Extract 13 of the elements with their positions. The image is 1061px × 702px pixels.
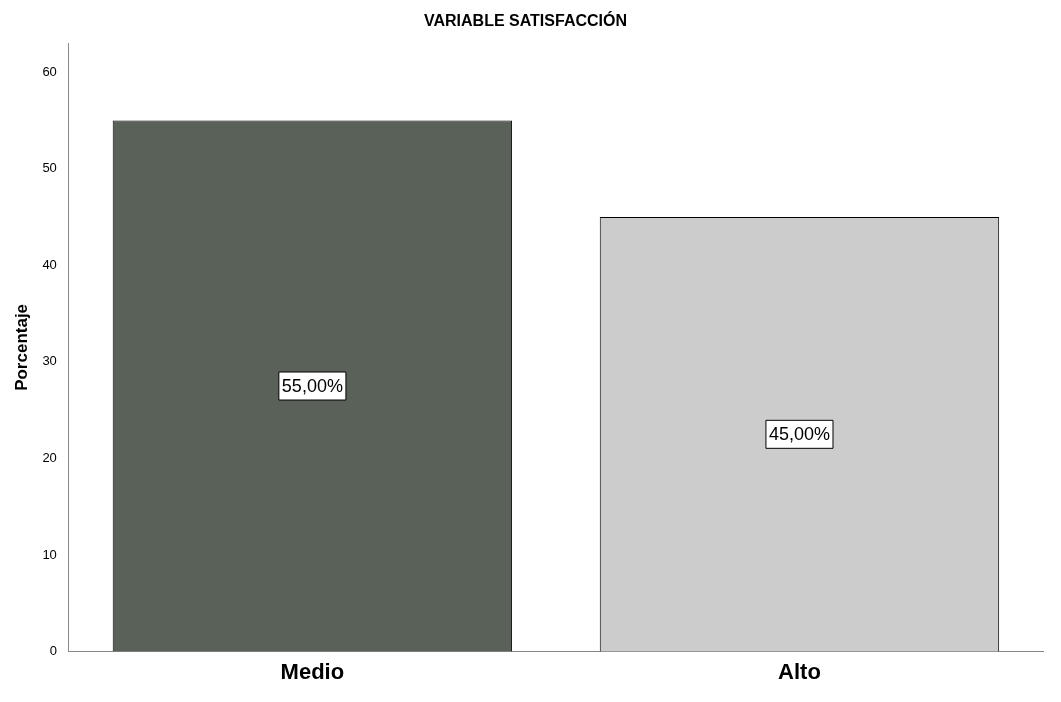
y-tick-label: 60 [42,63,57,79]
y-tick-label: 40 [42,256,57,272]
y-tick-label: 0 [49,643,57,659]
y-axis-title: Porcentaje [11,303,31,391]
data-label: 55,00% [281,376,343,396]
y-tick-label: 10 [42,546,57,562]
chart-title: VARIABLE SATISFACCIÓN [424,11,627,30]
y-tick-label: 20 [42,450,57,466]
data-label: 45,00% [768,424,830,445]
y-tick-label: 30 [42,353,57,369]
x-tick-label: Alto [778,658,821,684]
x-tick-label: Medio [280,658,345,684]
y-tick-label: 50 [42,160,57,176]
